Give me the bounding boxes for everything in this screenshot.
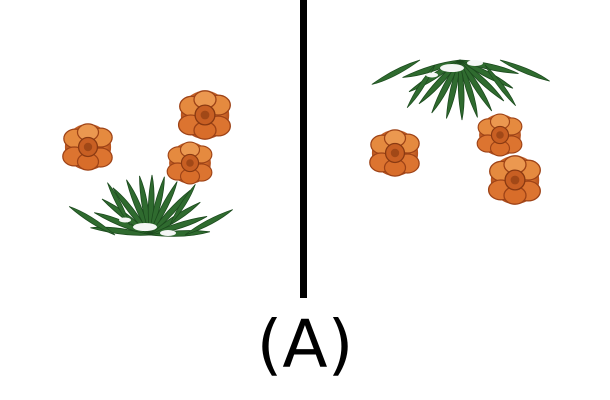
snow-patches [426,60,483,78]
flower-blossom [487,155,541,205]
flower-plant-icon [62,90,235,240]
flower-blossom [177,90,231,140]
flower-blossom [166,141,213,185]
panel-label: (A) [256,306,354,383]
snow-patches [119,217,176,236]
flower-blossom [62,123,113,171]
vertical-divider [300,0,307,298]
flower-blossom [369,129,420,177]
flower-blossom [476,113,523,157]
flower-plant-icon [369,55,551,205]
